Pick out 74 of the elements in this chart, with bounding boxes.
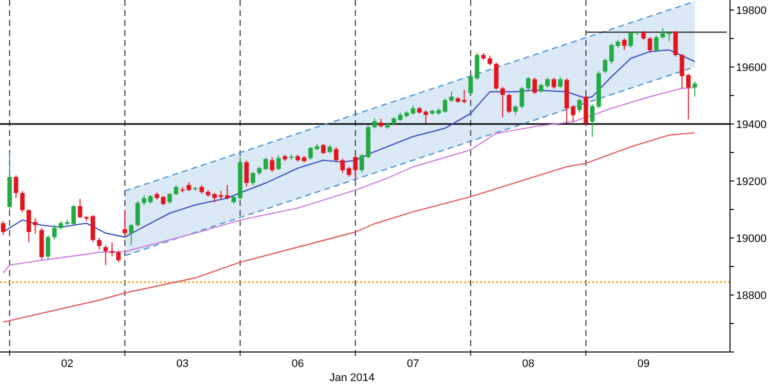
candlestick [692,80,698,98]
candlestick [244,160,249,188]
candlestick [14,174,18,199]
candlestick [372,118,377,129]
candlestick [513,104,518,116]
candlestick [622,38,627,50]
candlestick [577,98,582,114]
candlestick [276,154,281,171]
y-tick-label: 19200 [736,176,767,188]
candlestick [264,157,268,171]
candlestick [26,208,32,243]
candlestick [526,76,531,90]
x-tick-label: 03 [176,358,189,370]
x-tick-label: 07 [406,358,420,370]
candlestick [0,220,6,236]
candlestick [488,55,492,66]
candlestick [538,83,544,94]
candlestick [506,93,512,114]
candlestick [410,104,416,116]
candlestick [20,190,25,213]
candlestick [602,58,608,74]
line-series [2,132,696,323]
candlestick [353,154,358,180]
candlestick [680,53,684,89]
candlestick [570,104,576,122]
candlestick [686,73,691,120]
candlestick [167,192,172,204]
candlestick [360,153,364,173]
candlestick [462,89,466,104]
x-tick-label: 06 [292,358,304,370]
y-tick-label: 19000 [736,232,767,245]
candlestick [520,86,524,109]
candlestick [474,52,480,80]
candlestick [135,200,140,228]
candlestick [532,77,537,95]
candlestick [558,76,563,89]
candlestick [122,210,128,238]
candlestick [628,31,633,48]
candlestick [660,28,666,39]
candlestick [545,77,550,88]
candlestick [334,146,338,162]
candlestick [500,86,505,118]
candlestick [46,234,50,260]
candlestick [129,223,134,246]
candlestick [225,184,230,200]
candlestick [103,244,108,266]
candlestick [648,36,652,54]
candlestick [424,110,428,124]
candlestick [590,104,595,138]
x-tick-label: 02 [61,358,74,370]
candlestick [468,75,473,95]
x-tick-label: 09 [637,358,650,370]
candlestick [673,30,678,58]
y-tick-label: 19600 [736,62,767,74]
y-tick-label: 19800 [736,4,767,17]
candlestick [250,171,256,186]
candlestick [654,35,659,53]
candlestick [174,184,178,196]
candlestick [32,218,38,234]
y-tick-label: 18800 [736,290,767,302]
candlestick [552,77,556,90]
candlestick [340,158,345,174]
y-tick-label: 19400 [736,118,767,131]
candlestick [97,237,102,250]
candlestick [161,195,166,206]
x-axis-title: Jan 2014 [329,372,375,384]
candlestick [346,166,352,178]
candlestick [321,143,326,154]
candlestick [90,214,96,243]
candlestick [52,224,57,240]
candlestick [78,198,82,219]
candlestick [71,204,76,226]
x-tick-label: 08 [522,358,534,370]
candlestick [270,156,274,172]
